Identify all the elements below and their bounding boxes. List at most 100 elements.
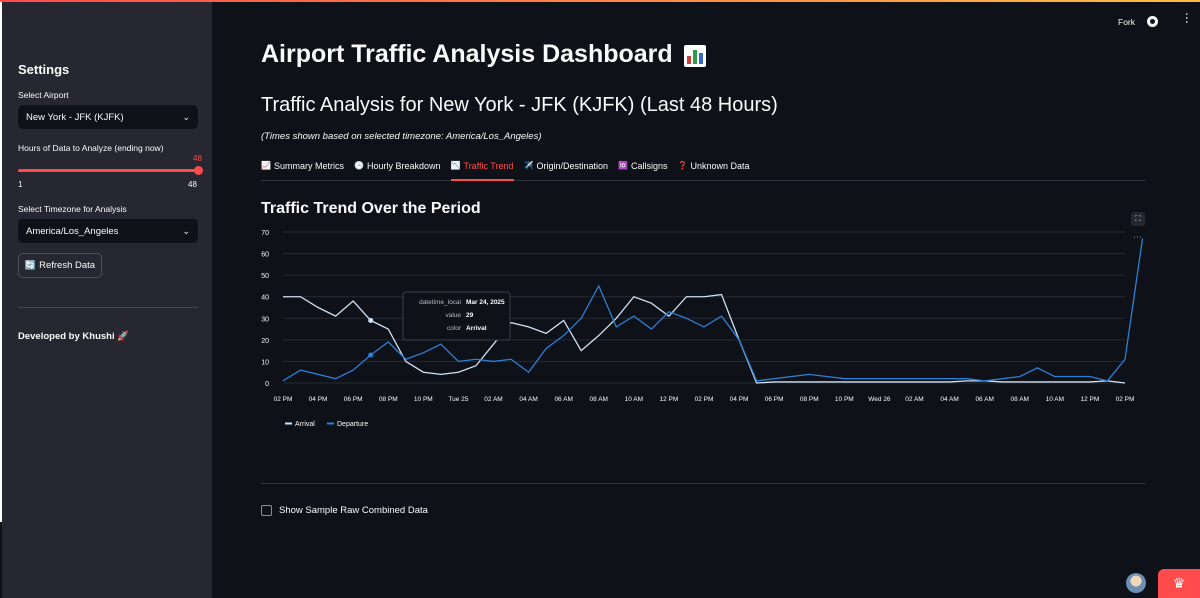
y-tick-label: 30 bbox=[261, 316, 269, 323]
top-accent-bar bbox=[0, 0, 1200, 2]
refresh-button[interactable]: 🔄 Refresh Data bbox=[18, 253, 102, 278]
x-tick-label: 02 PM bbox=[274, 396, 293, 403]
section-divider bbox=[261, 483, 1146, 484]
y-tick-label: 40 bbox=[261, 295, 269, 302]
x-tick-label: 04 PM bbox=[730, 396, 749, 403]
x-tick-label: Wed 26 bbox=[868, 396, 891, 403]
x-tick-label: 04 AM bbox=[940, 396, 958, 403]
x-tick-label: 06 AM bbox=[975, 396, 993, 403]
x-tick-label: Tue 25 bbox=[448, 396, 468, 403]
x-tick-label: 12 PM bbox=[660, 396, 679, 403]
page-title: Airport Traffic Analysis Dashboard bbox=[261, 40, 706, 69]
tooltip-value: 29 bbox=[466, 312, 474, 319]
page-title-text: Airport Traffic Analysis Dashboard bbox=[261, 40, 673, 68]
hours-slider-max: 48 bbox=[188, 180, 197, 189]
refresh-button-label: Refresh Data bbox=[39, 260, 96, 271]
fullscreen-icon[interactable]: ⛶ bbox=[1131, 212, 1145, 226]
x-tick-label: 02 PM bbox=[695, 396, 714, 403]
tab-label: Summary Metrics bbox=[273, 161, 344, 171]
x-tick-label: 10 PM bbox=[835, 396, 854, 403]
legend-label-arrival: Arrival bbox=[295, 421, 315, 428]
tab-callsigns[interactable]: 🆔 Callsigns bbox=[618, 158, 677, 180]
hours-slider-min: 1 bbox=[18, 180, 23, 189]
chart-up-icon: 📈 bbox=[261, 161, 271, 170]
window-edge bbox=[0, 2, 2, 522]
airport-label: Select Airport bbox=[18, 90, 69, 100]
tab-bar: 📈 Summary Metrics 🕒 Hourly Breakdown 📉 T… bbox=[261, 158, 1146, 181]
airport-select-value: New York - JFK (KJFK) bbox=[26, 111, 124, 123]
main-menu-icon[interactable]: ⋯ bbox=[1180, 12, 1194, 23]
sidebar-title: Settings bbox=[18, 62, 70, 77]
x-tick-label: 04 PM bbox=[309, 396, 328, 403]
x-tick-label: 08 AM bbox=[1011, 396, 1029, 403]
tab-origin-destination[interactable]: ✈️ Origin/Destination bbox=[524, 158, 619, 180]
hover-point-arrival bbox=[368, 317, 374, 323]
timezone-label: Select Timezone for Analysis bbox=[18, 204, 127, 214]
tooltip-key: datetime_local bbox=[419, 299, 461, 306]
sidebar-divider bbox=[18, 307, 198, 308]
hours-slider-thumb[interactable] bbox=[194, 166, 203, 175]
timezone-select[interactable]: America/Los_Angeles ⌄ bbox=[18, 219, 198, 243]
chevron-down-icon: ⌄ bbox=[182, 225, 190, 236]
bar-chart-icon bbox=[683, 45, 706, 67]
sidebar: Settings Select Airport New York - JFK (… bbox=[2, 2, 212, 598]
y-tick-label: 70 bbox=[261, 230, 269, 237]
tooltip-key: value bbox=[445, 312, 461, 319]
airplane-icon: ✈️ bbox=[523, 161, 534, 170]
clock-icon: 🕒 bbox=[353, 161, 364, 170]
x-tick-label: 02 PM bbox=[1116, 396, 1135, 403]
tab-unknown-data[interactable]: ❓ Unknown Data bbox=[678, 158, 760, 180]
traffic-trend-chart[interactable]: 0 10 20 30 40 50 60 70 02 PM 04 PM 06 PM 08 PM 10 PM… bbox=[255, 222, 1145, 442]
hover-point-departure bbox=[368, 352, 374, 358]
tab-label: Unknown Data bbox=[690, 161, 750, 171]
series-line-departure bbox=[282, 238, 1144, 382]
tooltip-value: Mar 24, 2025 bbox=[466, 299, 505, 306]
x-tick-label: 10 PM bbox=[414, 396, 433, 403]
x-tick-label: 06 PM bbox=[344, 396, 363, 403]
refresh-icon: 🔄 bbox=[24, 260, 37, 270]
x-tick-label: 12 PM bbox=[1081, 396, 1100, 403]
tooltip-value: Arrival bbox=[466, 325, 487, 332]
tab-traffic-trend[interactable]: 📉 Traffic Trend bbox=[450, 158, 524, 181]
y-tick-label: 50 bbox=[261, 273, 269, 280]
raw-data-checkbox-row[interactable]: Show Sample Raw Combined Data bbox=[261, 505, 428, 516]
raw-data-checkbox-label: Show Sample Raw Combined Data bbox=[279, 505, 428, 516]
y-tick-label: 20 bbox=[261, 338, 269, 345]
hours-slider-value: 48 bbox=[193, 154, 202, 163]
tab-label: Callsigns bbox=[630, 161, 668, 171]
tab-label: Origin/Destination bbox=[536, 161, 609, 171]
x-tick-label: 06 PM bbox=[765, 396, 784, 403]
tab-hourly-breakdown[interactable]: 🕒 Hourly Breakdown bbox=[354, 158, 451, 180]
timezone-select-value: America/Los_Angeles bbox=[26, 225, 119, 237]
tab-label: Hourly Breakdown bbox=[366, 161, 441, 171]
chart-tooltip bbox=[402, 291, 511, 341]
y-tick-label: 0 bbox=[265, 381, 269, 388]
tab-summary-metrics[interactable]: 📈 Summary Metrics bbox=[261, 158, 354, 180]
legend-label-departure: Departure bbox=[337, 421, 368, 428]
chevron-down-icon: ⌄ bbox=[182, 111, 190, 122]
page-subtitle: Traffic Analysis for New York - JFK (KJF… bbox=[261, 94, 778, 116]
timezone-note: (Times shown based on selected timezone:… bbox=[261, 131, 542, 142]
x-tick-label: 02 AM bbox=[905, 396, 923, 403]
x-tick-label: 10 AM bbox=[1046, 396, 1064, 403]
id-icon: 🆔 bbox=[618, 161, 628, 170]
header-actions: Fork bbox=[1118, 16, 1158, 27]
fork-link[interactable]: Fork bbox=[1118, 16, 1135, 27]
airport-select[interactable]: New York - JFK (KJFK) ⌄ bbox=[18, 105, 198, 129]
x-tick-label: 08 PM bbox=[800, 396, 819, 403]
chart-menu-icon[interactable]: ⋯ bbox=[1133, 232, 1142, 242]
raw-data-checkbox[interactable] bbox=[261, 505, 272, 516]
hours-slider-track[interactable] bbox=[18, 169, 198, 172]
github-icon[interactable] bbox=[1147, 16, 1158, 27]
sidebar-footer: Developed by Khushi 🚀 bbox=[18, 331, 130, 342]
x-tick-label: 08 PM bbox=[379, 396, 398, 403]
avatar[interactable] bbox=[1126, 573, 1146, 593]
chart-down-icon: 📉 bbox=[450, 161, 461, 170]
crown-icon[interactable]: ♛ bbox=[1158, 569, 1200, 598]
hours-label: Hours of Data to Analyze (ending now) bbox=[18, 143, 164, 153]
x-tick-label: 04 AM bbox=[519, 396, 537, 403]
tab-label: Traffic Trend bbox=[463, 161, 514, 171]
x-tick-label: 10 AM bbox=[625, 396, 643, 403]
y-tick-label: 60 bbox=[261, 252, 269, 259]
x-tick-label: 06 AM bbox=[554, 396, 572, 403]
